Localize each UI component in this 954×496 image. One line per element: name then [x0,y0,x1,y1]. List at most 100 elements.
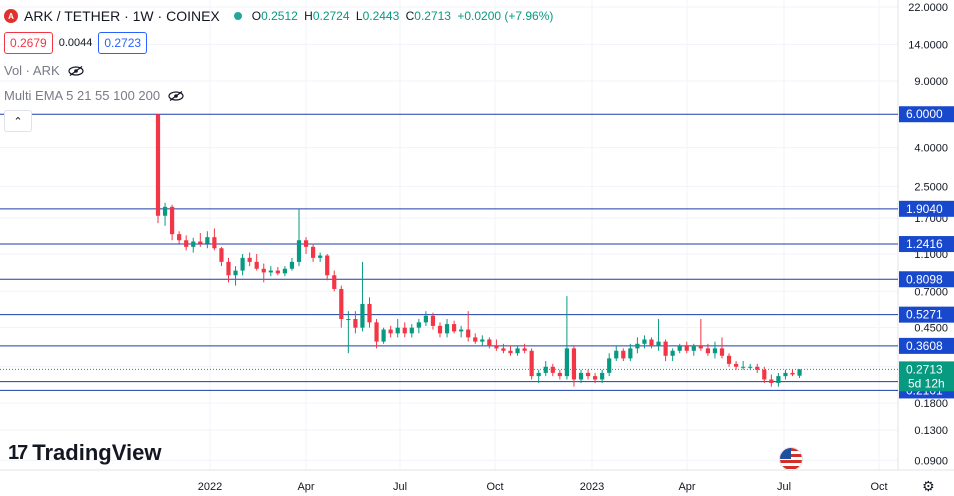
candle-body [670,350,675,356]
candle-body [367,303,372,323]
candle-body [585,372,591,377]
level-label-bg [899,200,954,217]
level-label-bg [899,106,954,123]
price-tick-label: 0.1300 [914,425,948,437]
volume-indicator-label: Vol · ARK [4,63,60,78]
quote-panel: 0.2679 0.0044 0.2723 [4,32,148,54]
candle-body [642,339,647,344]
candle-body [430,315,436,326]
time-tick-label: Apr [297,481,314,493]
candle-body [571,348,577,380]
candle-body [621,350,626,359]
collapse-legend-button[interactable]: ⌃ [4,110,32,132]
time-tick-label: Oct [486,481,503,493]
candle-body [332,275,337,289]
ark-logo-icon: A [4,9,18,23]
candle-body [240,257,245,271]
time-tick-label: 2023 [580,481,604,493]
candle-body [543,366,548,373]
candle-body [388,329,393,334]
candle-body [734,363,739,367]
buy-price-button[interactable]: 0.2723 [98,32,148,54]
candle-body [593,376,598,380]
candle-body [261,268,266,273]
level-label-bg [899,271,954,288]
candle-body [776,376,781,383]
symbol-title[interactable]: ARK / TETHER · 1W · COINEX [24,8,220,24]
candle-body [698,346,703,349]
price-tick-label: 14.0000 [908,39,948,51]
candle-body [289,261,295,269]
candle-body [402,327,407,334]
level-price-label: 6.0000 [906,107,943,121]
candle-body [268,270,273,273]
candle-body [501,348,506,351]
candle-body [444,324,450,334]
hidden-eye-icon[interactable] [68,65,84,76]
bar-countdown-label: 5d 12h [908,376,945,390]
us-flag-icon[interactable] [779,447,803,471]
price-tick-label: 22.0000 [908,2,948,14]
candle-body [466,329,471,338]
candle-body [769,379,774,383]
low-value: 0.2443 [362,9,400,23]
price-tick-label: 2.5000 [914,181,948,193]
open-value: 0.2512 [261,9,298,23]
sell-price-button[interactable]: 0.2679 [4,32,53,54]
candle-body [437,325,443,334]
ema-indicator-label: Multi EMA 5 21 55 100 200 [4,88,161,103]
candle-body [515,348,520,354]
candle-body [423,315,428,323]
chevron-up-icon: ⌃ [13,115,23,128]
candle-body [663,341,668,356]
price-tick-label: 0.7000 [914,286,948,298]
tradingview-wordmark: TradingView [32,440,162,465]
candle-body [635,343,640,349]
candle-body [346,318,351,320]
candles [155,114,802,387]
candle-body [508,350,513,354]
candle-body [614,350,619,359]
candle-body [564,348,569,377]
price-tick-label: 9.0000 [914,76,948,88]
time-tick-label: Jul [777,481,791,493]
grid [0,0,898,470]
candle-body [762,369,767,380]
candle-body [219,248,224,262]
candle-body [790,372,795,375]
level-price-label: 1.2416 [906,237,943,251]
candle-body [741,366,746,368]
level-price-label: 0.3608 [906,339,943,353]
hidden-eye-icon[interactable] [168,90,184,101]
candle-body [191,241,196,247]
candle-body [395,327,400,334]
candle-body [184,240,189,247]
volume-indicator-legend[interactable]: Vol · ARK [4,63,84,78]
candle-body [705,348,710,354]
close-value: 0.2713 [414,9,451,23]
candle-body [170,206,175,235]
candle-body [275,270,280,274]
candle-body [783,372,788,377]
level-label-bg [899,306,954,323]
price-tick-label: 4.0000 [914,143,948,155]
price-tick-label: 0.0900 [914,455,948,467]
candle-body [578,372,584,380]
candle-body [303,240,309,247]
candle-body [416,322,421,328]
level-label-bg [899,236,954,253]
candle-body [726,355,732,364]
candle-body [536,372,541,377]
chart-header: A ARK / TETHER · 1W · COINEX O0.2512 H0.… [4,6,556,26]
candle-body [282,268,287,274]
candle-body [607,358,612,373]
candle-body [233,270,238,276]
candle-body [226,261,231,276]
candle-body [529,350,534,377]
ema-indicator-legend[interactable]: Multi EMA 5 21 55 100 200 [4,88,184,103]
candle-body [247,257,252,262]
gear-icon[interactable]: ⚙ [922,478,935,494]
candle-body [296,240,302,262]
high-value: 0.2724 [312,9,350,23]
